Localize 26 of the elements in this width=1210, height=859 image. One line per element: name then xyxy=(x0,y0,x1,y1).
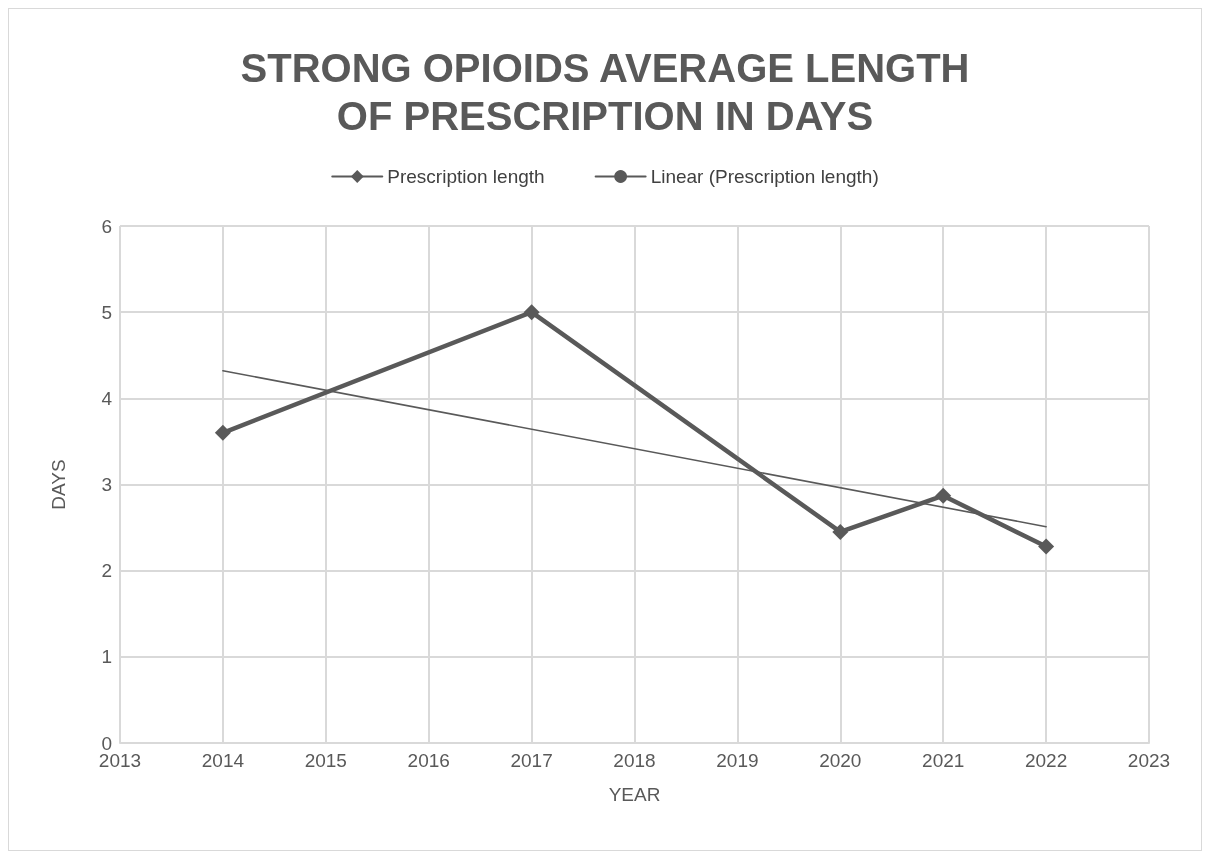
y-axis-title: DAYS xyxy=(48,459,69,510)
legend-label: Linear (Prescription length) xyxy=(650,166,879,187)
point xyxy=(523,304,540,321)
x-tick-label: 2022 xyxy=(1024,750,1068,771)
point xyxy=(832,523,849,540)
x-tick-label: 2018 xyxy=(613,750,656,771)
y-tick-label: 5 xyxy=(101,301,112,323)
x-tick-label: 2015 xyxy=(304,750,347,771)
x-tick-label: 2014 xyxy=(201,750,245,771)
x-tick-label: 2019 xyxy=(716,750,759,771)
y-tick-label: 6 xyxy=(101,215,112,237)
point xyxy=(1038,538,1055,555)
x-tick-label: 2021 xyxy=(922,750,965,771)
y-tick-label: 2 xyxy=(101,560,112,582)
x-tick-label: 2016 xyxy=(407,750,450,771)
x-tick-label: 2023 xyxy=(1127,750,1171,771)
y-tick-label: 3 xyxy=(101,474,112,495)
x-axis-title: YEAR xyxy=(608,784,661,805)
x-tick-label: 2017 xyxy=(510,750,553,771)
x-tick-label: 2020 xyxy=(819,750,862,771)
point xyxy=(214,424,231,441)
y-tick-label: 4 xyxy=(101,387,113,409)
point xyxy=(935,487,952,504)
y-tick-label: 1 xyxy=(101,646,112,668)
legend-label: Prescription length xyxy=(387,166,545,187)
chart-title: STRONG OPIOIDS AVERAGE LENGTH OF PRESCRIPTION IN DAYS xyxy=(240,46,970,138)
